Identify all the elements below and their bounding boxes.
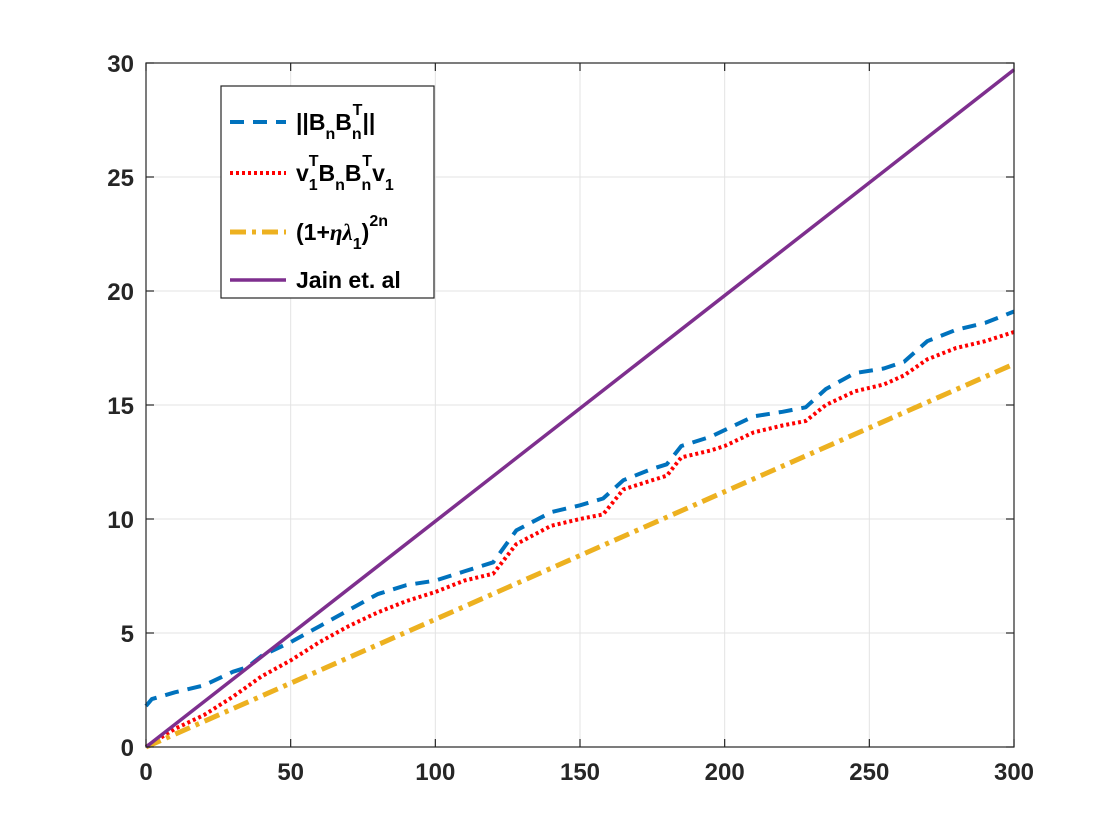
x-tick-label: 300 bbox=[994, 759, 1034, 786]
legend-label-jain: Jain et. al bbox=[296, 267, 401, 293]
series-line-bound bbox=[144, 361, 1016, 750]
x-tick-label: 100 bbox=[415, 759, 455, 786]
y-tick-label: 20 bbox=[107, 279, 134, 306]
series-line-vbbv bbox=[144, 330, 1015, 749]
x-tick-label: 200 bbox=[705, 759, 745, 786]
series-line-jain bbox=[144, 68, 1016, 749]
y-tick-label: 0 bbox=[121, 735, 134, 762]
series-layer bbox=[144, 68, 1016, 750]
y-tick-label: 30 bbox=[107, 51, 134, 78]
y-tick-label: 5 bbox=[121, 621, 134, 648]
y-tick-labels: 0 5 10 15 20 25 30 bbox=[107, 51, 134, 762]
x-tick-labels: 0 50 100 150 200 250 300 bbox=[139, 759, 1034, 786]
legend: ||BnBnT|| v1TBnBnTv1 (1+ηλ1)2n Jain et. … bbox=[220, 85, 435, 299]
x-tick-label: 50 bbox=[277, 759, 304, 786]
x-tick-label: 150 bbox=[560, 759, 600, 786]
x-tick-label: 250 bbox=[849, 759, 889, 786]
y-tick-label: 25 bbox=[107, 165, 134, 192]
x-tick-label: 0 bbox=[139, 759, 152, 786]
y-tick-label: 15 bbox=[107, 393, 134, 420]
axis-ticks bbox=[145, 62, 1015, 748]
y-tick-label: 10 bbox=[107, 507, 134, 534]
